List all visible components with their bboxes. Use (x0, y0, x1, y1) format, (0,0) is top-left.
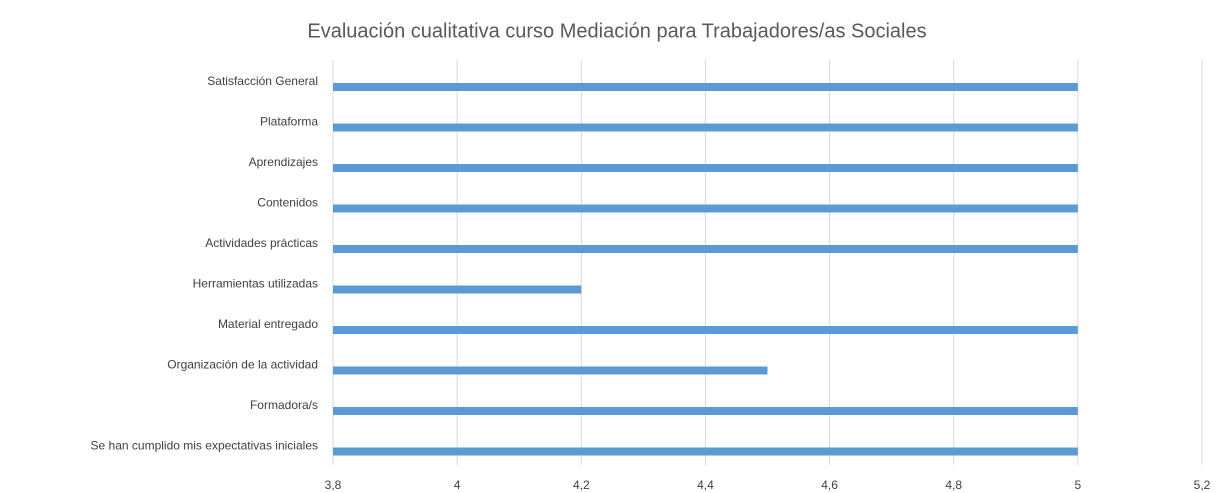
chart-title: Evaluación cualitativa curso Mediación p… (307, 20, 926, 42)
y-tick-label: Satisfacción General (207, 74, 318, 88)
y-tick-label: Actividades prácticas (205, 236, 318, 250)
y-tick-label: Herramientas utilizadas (193, 277, 318, 291)
y-tick-label: Formadora/s (250, 398, 318, 412)
bar (333, 407, 1078, 415)
y-tick-label: Plataforma (260, 115, 318, 129)
bar (333, 285, 582, 294)
y-tick-label: Material entregado (218, 317, 318, 331)
x-tick-label: 4,2 (573, 478, 590, 492)
bar (333, 83, 1078, 91)
bar (333, 447, 1078, 456)
bar (333, 326, 1078, 334)
bar (333, 164, 1078, 172)
y-tick-label: Aprendizajes (249, 155, 318, 169)
x-tick-label: 5 (1075, 478, 1082, 492)
y-tick-label: Contenidos (257, 196, 318, 210)
x-tick-label: 3,8 (325, 478, 342, 492)
x-tick-label: 5,2 (1194, 478, 1211, 492)
bar (333, 245, 1078, 253)
x-tick-label: 4,6 (821, 478, 838, 492)
bar (333, 123, 1078, 132)
x-tick-label: 4 (454, 478, 461, 492)
y-tick-label: Se han cumplido mis expectativas inicial… (91, 439, 318, 453)
x-tick-label: 4,8 (945, 478, 962, 492)
y-tick-label: Organización de la actividad (167, 358, 318, 372)
x-tick-label: 4,4 (697, 478, 714, 492)
bar (333, 204, 1078, 213)
bar (333, 366, 768, 375)
